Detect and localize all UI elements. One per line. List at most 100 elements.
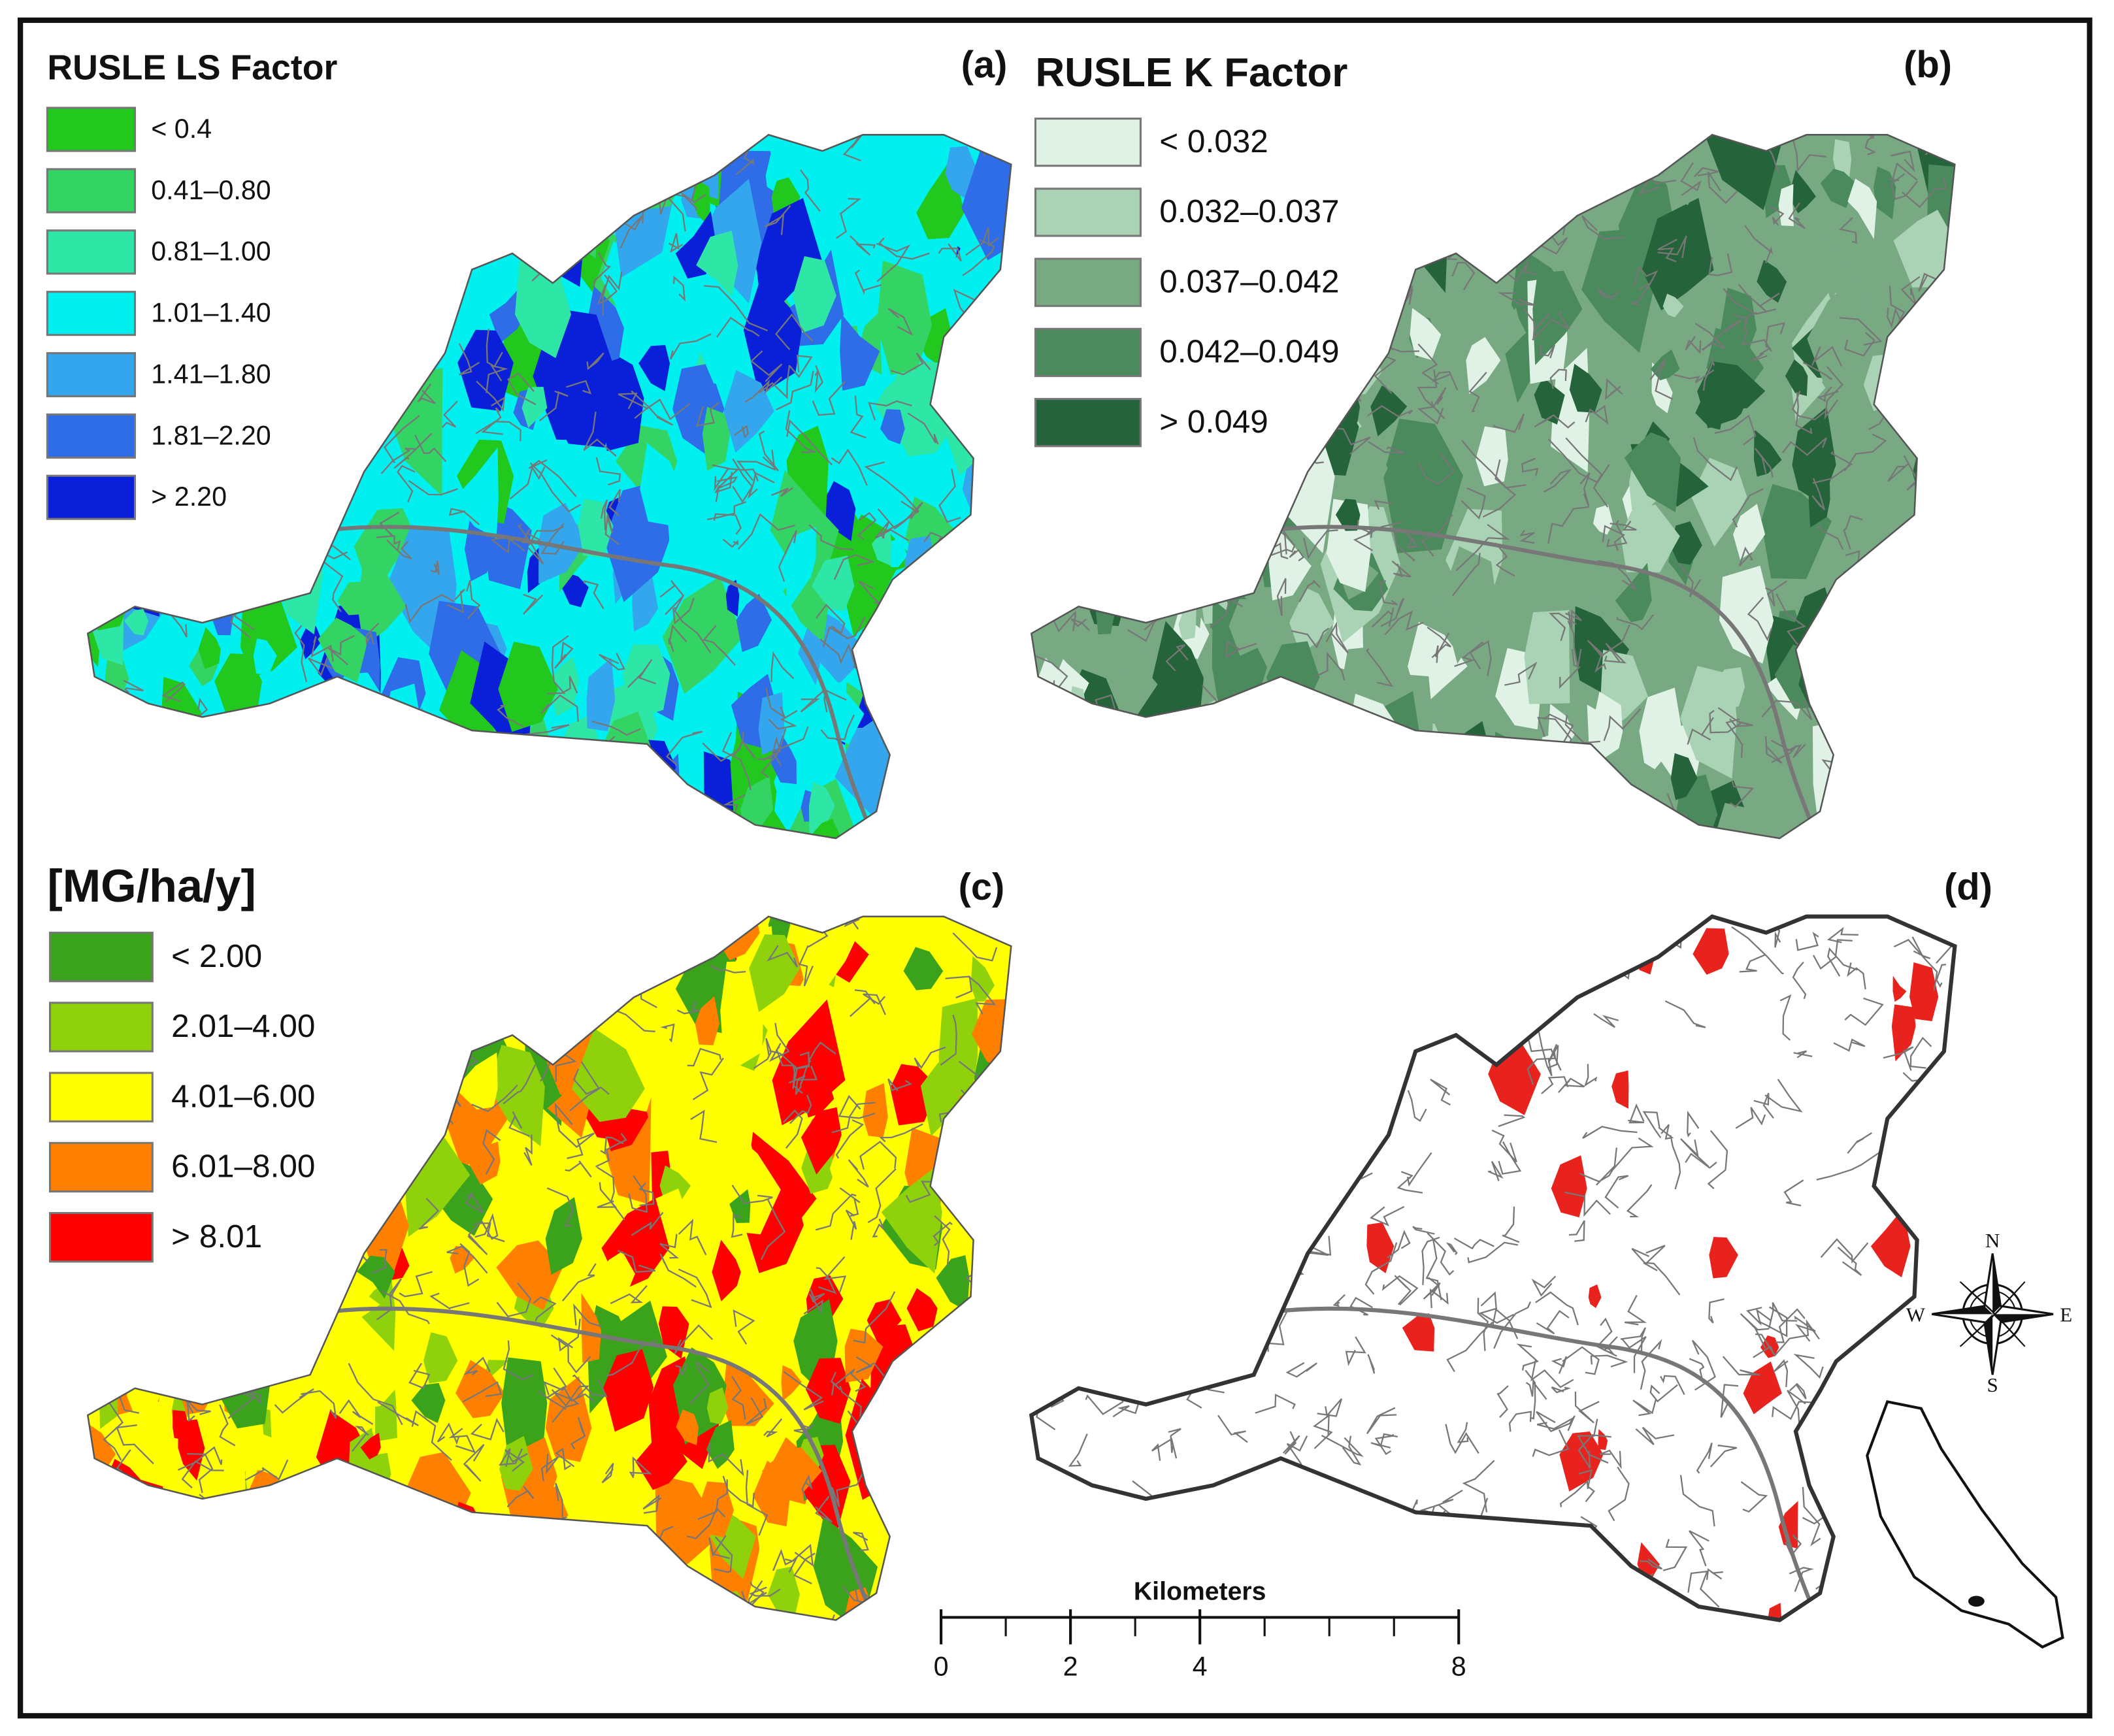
- subbasin-boundary: [570, 1417, 586, 1450]
- subbasin-boundary: [1565, 609, 1582, 629]
- map-patch: [386, 740, 444, 827]
- subbasin-boundary: [219, 1404, 236, 1447]
- map-patch: [1588, 1284, 1602, 1309]
- subbasin-boundary: [1164, 475, 1184, 493]
- subbasin-boundary: [208, 755, 229, 774]
- subbasin-boundary: [1461, 487, 1486, 520]
- subbasin-boundary: [634, 183, 644, 206]
- subbasin-boundary: [218, 729, 250, 773]
- scale-tick-label: 4: [1193, 1652, 1208, 1682]
- subbasin-boundary: [313, 706, 336, 724]
- subbasin-boundary: [1708, 253, 1733, 276]
- subbasin-boundary: [1174, 1049, 1184, 1084]
- map-patch: [1223, 710, 1256, 762]
- map-patch: [1031, 723, 1057, 796]
- map-patch: [248, 759, 323, 839]
- subbasin-boundary: [553, 802, 561, 825]
- map-patch: [858, 966, 902, 1031]
- map-patch: [1893, 209, 1955, 288]
- map-patch: [550, 657, 579, 717]
- map-patch: [970, 597, 1012, 678]
- subbasin-boundary: [1687, 717, 1714, 745]
- map-patch: [265, 923, 331, 1018]
- subbasin-boundary: [256, 450, 278, 480]
- subbasin-boundary: [863, 993, 886, 1015]
- subbasin-boundary: [868, 676, 885, 703]
- subbasin-boundary: [957, 715, 974, 731]
- subbasin-boundary: [1680, 162, 1702, 197]
- subbasin-boundary: [758, 365, 791, 399]
- subbasin-boundary: [1909, 1036, 1932, 1069]
- map-patch: [521, 387, 548, 428]
- subbasin-boundary: [1739, 953, 1766, 973]
- subbasin-boundary: [1525, 1380, 1547, 1400]
- map-patch: [331, 169, 388, 242]
- subbasin-boundary: [1643, 1262, 1681, 1296]
- map-patch: [736, 593, 772, 653]
- subbasin-boundary: [1369, 1205, 1405, 1226]
- subbasin-boundary: [708, 1535, 730, 1560]
- subbasin-boundary: [1338, 135, 1359, 166]
- subbasin-boundary: [567, 1132, 595, 1159]
- subbasin-boundary: [548, 1386, 595, 1403]
- subbasin-boundary: [572, 1374, 608, 1398]
- subbasin-boundary: [1747, 597, 1773, 642]
- subbasin-boundary: [1893, 939, 1938, 991]
- map-patch: [812, 555, 855, 612]
- subbasin-boundary: [618, 393, 649, 410]
- subbasin-boundary: [1873, 664, 1898, 711]
- subbasin-boundary: [1496, 1385, 1509, 1418]
- subbasin-boundary: [1794, 1315, 1816, 1342]
- map-patch: [1551, 1155, 1587, 1218]
- map-patch: [980, 1164, 1012, 1279]
- subbasin-boundary: [1693, 437, 1738, 482]
- map-patch: [662, 576, 743, 695]
- subbasin-boundary: [1603, 708, 1642, 742]
- subbasin-boundary: [540, 1454, 559, 1482]
- map-patch: [574, 1588, 601, 1620]
- subbasin-boundary: [678, 1219, 707, 1256]
- subbasin-boundary: [1031, 817, 1056, 839]
- map-fill: [1031, 916, 1955, 1620]
- subbasin-boundary: [692, 1057, 724, 1100]
- subbasin-boundary: [1765, 736, 1783, 764]
- subbasin-boundary: [156, 779, 186, 801]
- subbasin-boundary: [1057, 955, 1091, 983]
- subbasin-boundary: [1816, 1151, 1880, 1181]
- subbasin-boundary: [850, 989, 876, 1017]
- map-patch: [1376, 933, 1414, 989]
- subbasin-boundary: [1541, 1076, 1569, 1094]
- subbasin-boundary: [1394, 1275, 1412, 1305]
- subbasin-boundary: [386, 798, 431, 834]
- subbasin-boundary: [768, 1023, 790, 1062]
- subbasin-boundary: [178, 1326, 208, 1349]
- subbasin-boundary: [1908, 744, 1926, 773]
- subbasin-boundary: [765, 687, 786, 719]
- subbasin-boundary: [1679, 1475, 1715, 1527]
- subbasin-boundary: [1092, 1032, 1114, 1068]
- subbasin-boundary: [687, 916, 744, 921]
- subbasin-boundary: [504, 1449, 528, 1472]
- subbasin-boundary: [540, 694, 579, 722]
- subbasin-boundary: [1067, 766, 1088, 825]
- subbasin-boundary: [1133, 570, 1187, 595]
- subbasin-boundary: [919, 1564, 948, 1596]
- map-patch: [147, 1260, 209, 1349]
- subbasin-boundary: [1844, 997, 1884, 1026]
- subbasin-boundary: [588, 1544, 622, 1573]
- subbasin-boundary: [1911, 821, 1929, 839]
- subbasin-boundary: [1379, 727, 1398, 760]
- subbasin-boundary: [597, 274, 618, 304]
- map-patch: [1224, 1214, 1234, 1239]
- map-patch: [1229, 598, 1276, 656]
- subbasin-boundary: [1098, 819, 1129, 839]
- legend-label: < 2.00: [171, 938, 262, 974]
- main-stream: [1253, 1306, 1815, 1612]
- map-patch: [410, 916, 457, 948]
- subbasin-boundary: [933, 1221, 953, 1247]
- subbasin-boundary: [561, 149, 582, 177]
- subbasin-boundary: [352, 340, 377, 374]
- subbasin-boundary: [529, 184, 551, 210]
- subbasin-boundary: [1578, 1469, 1595, 1503]
